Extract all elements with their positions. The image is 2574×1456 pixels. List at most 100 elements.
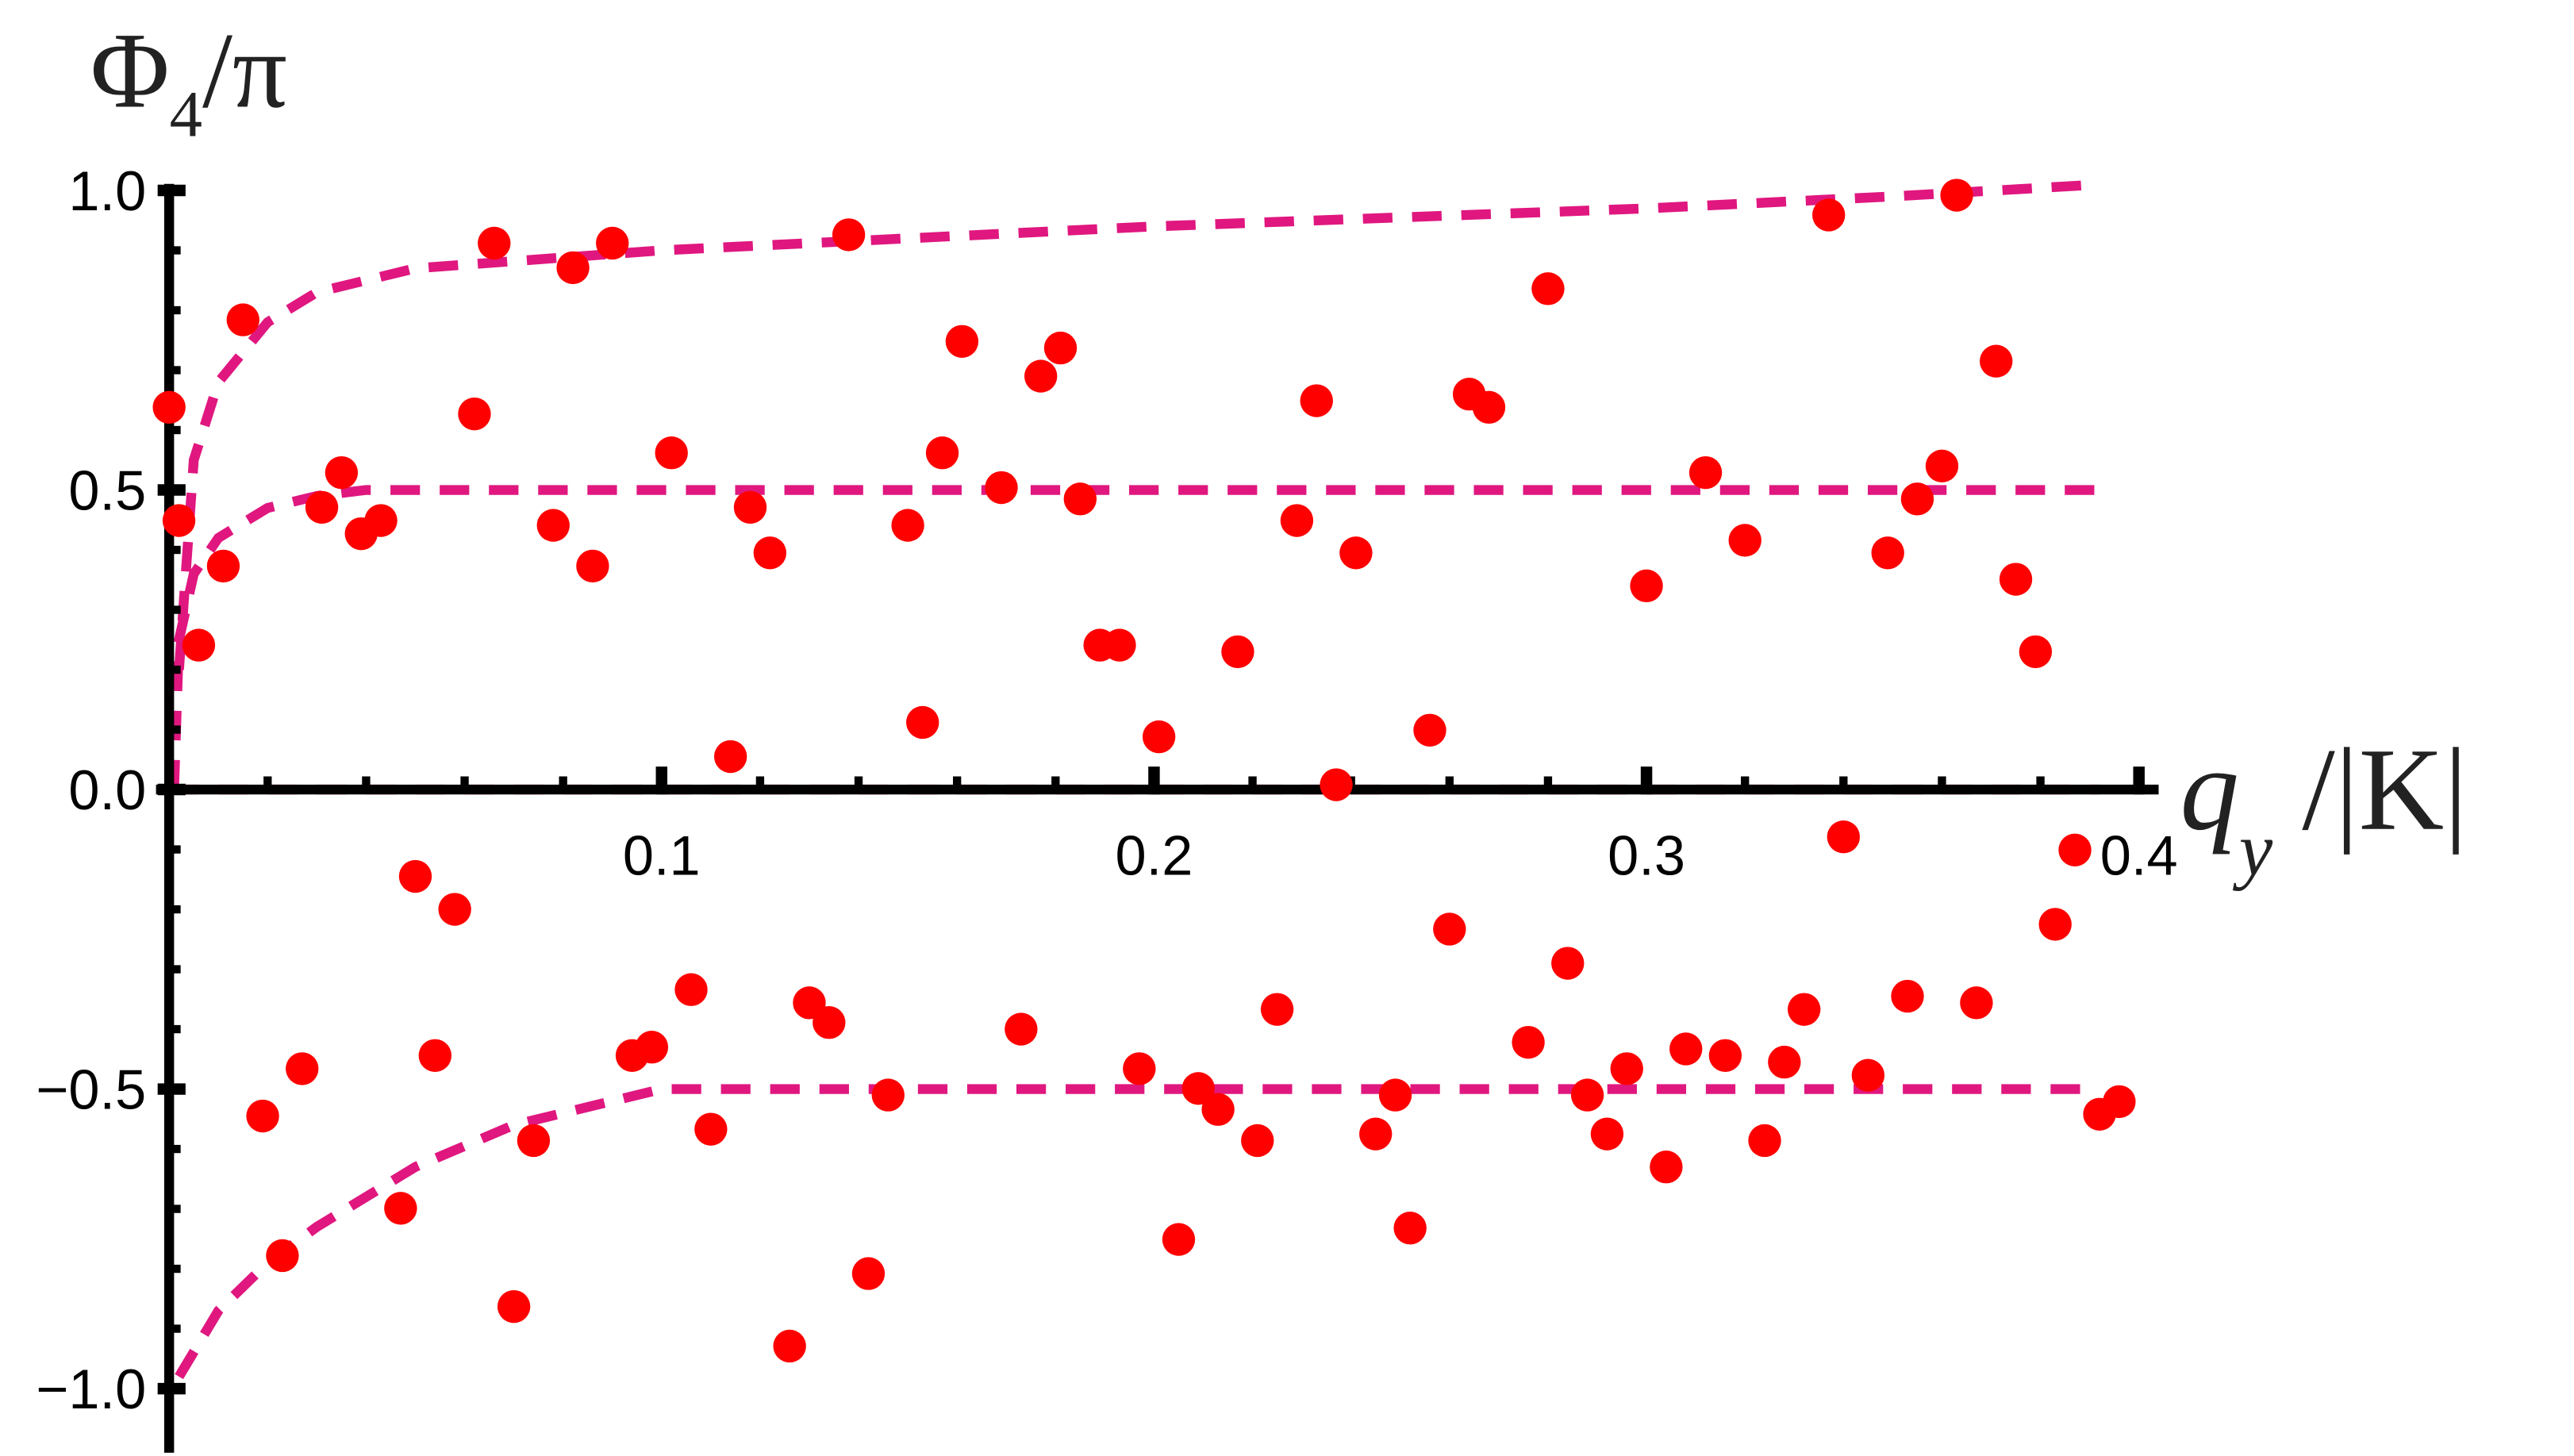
data-point bbox=[305, 490, 339, 524]
data-point bbox=[733, 490, 767, 524]
data-point bbox=[418, 1039, 451, 1072]
data-point bbox=[536, 509, 570, 542]
data-point bbox=[832, 218, 866, 252]
data-point bbox=[1768, 1045, 1801, 1079]
data-point bbox=[985, 471, 1018, 505]
data-point bbox=[1570, 1078, 1604, 1112]
data-point bbox=[1787, 993, 1821, 1026]
data-point bbox=[1181, 1072, 1215, 1105]
data-point bbox=[1300, 384, 1333, 417]
data-point bbox=[2038, 908, 2072, 941]
data-point bbox=[1669, 1032, 1703, 1066]
data-point bbox=[1433, 912, 1466, 946]
data-point bbox=[596, 226, 629, 260]
data-point bbox=[1142, 720, 1176, 754]
data-point bbox=[871, 1078, 905, 1112]
x-label-rest: /|K| bbox=[2272, 724, 2468, 855]
y-tick-label: 1.0 bbox=[68, 159, 146, 222]
data-point bbox=[162, 504, 196, 537]
data-point bbox=[891, 509, 924, 542]
y-tick-label: 0.5 bbox=[68, 459, 146, 521]
data-point bbox=[1960, 986, 1993, 1020]
y-label-sub: 4 bbox=[170, 78, 202, 151]
data-point bbox=[1123, 1052, 1156, 1085]
x-label-sub: y bbox=[2233, 808, 2273, 892]
data-point bbox=[458, 397, 491, 431]
data-point bbox=[556, 251, 590, 285]
data-point bbox=[1241, 1124, 1274, 1158]
y-axis-label: Φ4/π bbox=[90, 10, 287, 150]
data-point bbox=[1512, 1025, 1545, 1059]
data-point bbox=[2058, 833, 2092, 866]
data-point bbox=[1827, 820, 1861, 854]
data-point bbox=[2103, 1085, 2136, 1119]
data-point bbox=[1162, 1223, 1196, 1256]
data-point bbox=[635, 1031, 669, 1064]
dashed-curve bbox=[169, 485, 2100, 790]
data-point bbox=[286, 1052, 319, 1085]
data-point bbox=[694, 1112, 728, 1146]
dashed-curve bbox=[175, 1084, 2100, 1380]
data-point bbox=[674, 973, 708, 1006]
data-point bbox=[1980, 344, 2013, 378]
data-point bbox=[1103, 628, 1136, 662]
data-point bbox=[2019, 635, 2053, 669]
y-tick-label: −1.0 bbox=[36, 1358, 146, 1420]
data-point bbox=[182, 628, 216, 662]
data-point bbox=[1024, 359, 1058, 393]
y-label-rest: /π bbox=[202, 10, 287, 130]
data-point bbox=[1393, 1212, 1427, 1245]
data-point bbox=[576, 549, 609, 583]
data-point bbox=[398, 859, 432, 893]
data-point bbox=[1413, 713, 1446, 747]
data-point bbox=[1650, 1151, 1683, 1184]
data-point bbox=[655, 436, 688, 470]
data-point bbox=[1812, 198, 1846, 232]
x-tick-label: 0.1 bbox=[623, 824, 701, 887]
data-point bbox=[266, 1239, 299, 1273]
data-point bbox=[925, 436, 959, 470]
data-point bbox=[1531, 272, 1565, 305]
data-point bbox=[906, 705, 939, 740]
data-point bbox=[1472, 390, 1506, 425]
x-tick-label: 0.4 bbox=[2100, 824, 2178, 887]
data-point bbox=[1925, 449, 1959, 483]
data-point bbox=[1688, 455, 1723, 490]
data-point bbox=[438, 893, 471, 926]
data-point bbox=[226, 303, 259, 336]
data-point bbox=[1280, 504, 1314, 537]
data-point bbox=[1891, 979, 1924, 1013]
data-point bbox=[713, 740, 747, 774]
data-point bbox=[364, 504, 398, 537]
data-point bbox=[1590, 1117, 1624, 1151]
data-point bbox=[246, 1099, 279, 1133]
data-point bbox=[1708, 1039, 1742, 1072]
data-point bbox=[1063, 482, 1097, 516]
data-point bbox=[1999, 563, 2033, 596]
data-point bbox=[1043, 331, 1078, 365]
data-point bbox=[1359, 1117, 1393, 1151]
data-point bbox=[152, 390, 186, 425]
x-tick-label: 0.3 bbox=[1608, 824, 1685, 887]
data-point bbox=[945, 325, 979, 358]
data-point bbox=[497, 1289, 531, 1323]
data-point bbox=[325, 455, 359, 490]
data-point bbox=[1320, 768, 1353, 801]
y-tick-label: 0.0 bbox=[68, 759, 146, 821]
data-point bbox=[773, 1329, 806, 1363]
data-point bbox=[1728, 524, 1761, 557]
data-point bbox=[1551, 947, 1585, 980]
data-point bbox=[753, 536, 787, 570]
data-point bbox=[206, 549, 240, 583]
data-point bbox=[1378, 1078, 1412, 1112]
data-point bbox=[517, 1124, 551, 1158]
y-tick-label: −0.5 bbox=[36, 1058, 146, 1120]
data-point bbox=[813, 1006, 846, 1039]
data-point bbox=[1630, 569, 1663, 603]
data-point bbox=[1851, 1058, 1885, 1092]
data-point bbox=[1940, 179, 1973, 212]
x-label-main: q bbox=[2180, 724, 2238, 855]
data-point bbox=[1748, 1124, 1781, 1158]
